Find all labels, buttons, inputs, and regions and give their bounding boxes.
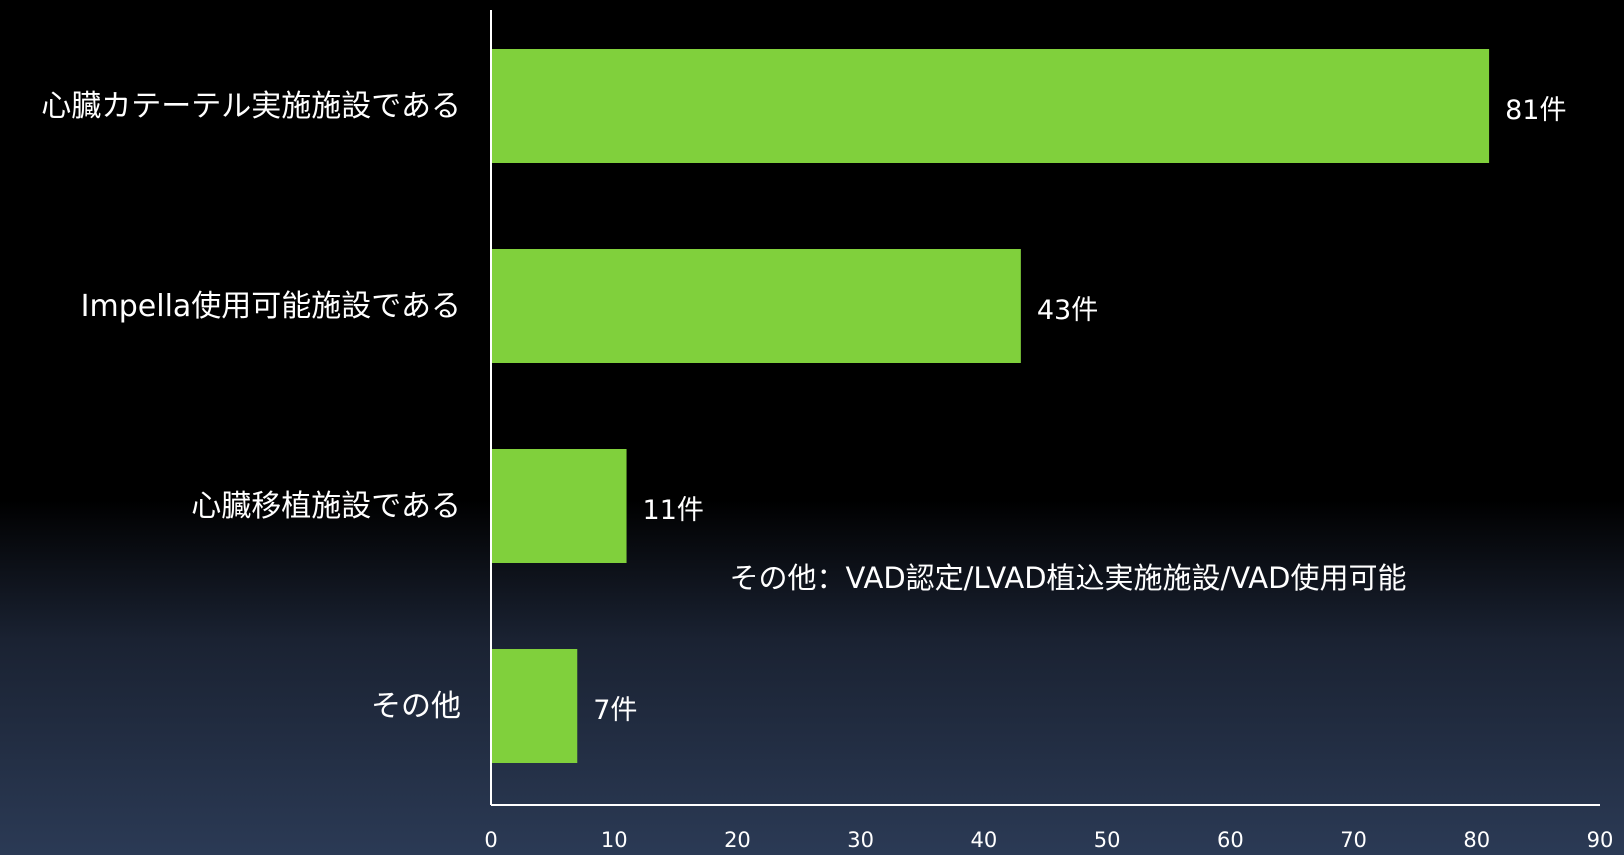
x-tick-label-50: 50	[1094, 828, 1121, 852]
value-label-2: 43件	[1037, 295, 1098, 326]
category-label-3: 心臓移植施設である	[191, 489, 461, 524]
x-tick-labels: 0 10 20 30 40 50 60 70 80 90	[484, 828, 1613, 852]
value-labels: 81件 43件 11件 7件	[593, 95, 1566, 726]
x-tick-label-0: 0	[484, 828, 497, 852]
bars-layer	[492, 49, 1490, 763]
category-labels: 心臓カテーテル実施施設である Impella使用可能施設である心臓移植施設であるそ…	[41, 89, 461, 724]
x-tick-label-60: 60	[1217, 828, 1244, 852]
value-label-4: 7件	[593, 695, 637, 726]
annotation-note: その他：VAD認定/LVAD植込実施施設/VAD使用可能	[730, 561, 1407, 595]
x-tick-label-90: 90	[1587, 828, 1614, 852]
bar-1	[492, 49, 1490, 163]
value-label-1: 81件	[1505, 95, 1566, 126]
x-tick-label-80: 80	[1463, 828, 1490, 852]
x-tick-label-70: 70	[1340, 828, 1367, 852]
category-label-2: Impella使用可能施設である	[81, 289, 461, 324]
category-label-1: 心臓カテーテル実施施設である	[41, 89, 461, 124]
bar-4	[492, 649, 578, 763]
category-label-4: その他	[371, 689, 461, 724]
value-label-3: 11件	[643, 495, 704, 526]
bar-2	[492, 249, 1021, 363]
x-tick-label-20: 20	[724, 828, 751, 852]
bar-3	[492, 449, 627, 563]
x-tick-label-30: 30	[847, 828, 874, 852]
x-tick-label-40: 40	[971, 828, 998, 852]
x-tick-label-10: 10	[601, 828, 628, 852]
